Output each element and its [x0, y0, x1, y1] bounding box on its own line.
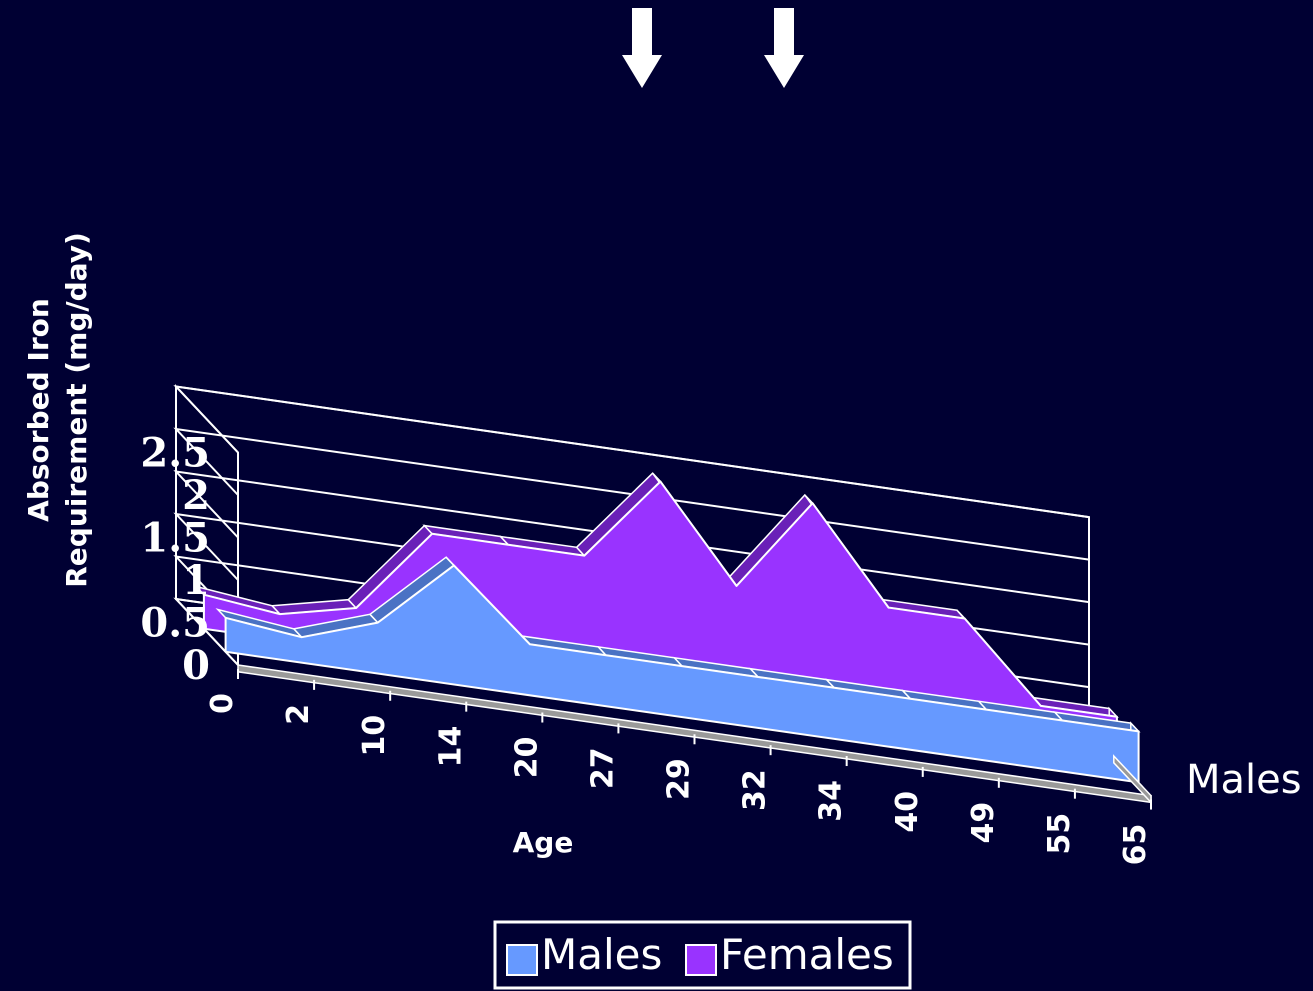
- y-tick-label-2: 1: [182, 557, 210, 604]
- x-tick-label-55: 55: [1042, 813, 1077, 855]
- x-tick-label-0: 0: [205, 693, 240, 714]
- males-area-series: [215, 556, 1141, 785]
- x-tick-label-2: 2: [281, 704, 316, 725]
- gridline-5: [173, 385, 1090, 519]
- y-tick-label-0: 0: [182, 642, 210, 689]
- y-tick-label-5: 2.5: [140, 430, 210, 477]
- x-tick-label-34: 34: [814, 780, 849, 822]
- x-tick-label-14: 14: [433, 726, 468, 768]
- x-axis-title: Age: [513, 826, 574, 859]
- y-tick-label-1: 0.5: [140, 600, 210, 647]
- legend-label-males: Males: [541, 930, 662, 979]
- legend: Males Females: [493, 920, 912, 990]
- x-tick-label-20: 20: [509, 737, 544, 779]
- x-tick-label-27: 27: [585, 747, 620, 789]
- y-axis-title-line-1: Absorbed Iron: [22, 298, 55, 522]
- x-tick-label-65: 65: [1118, 824, 1153, 866]
- y-tick-label-4: 2: [182, 472, 210, 519]
- x-tick-label-40: 40: [890, 791, 925, 833]
- legend-swatch-males: [506, 944, 538, 976]
- depth-axis-label: Males: [1186, 757, 1302, 803]
- legend-swatch-females: [685, 944, 717, 976]
- legend-label-females: Females: [720, 930, 894, 979]
- x-tick-label-29: 29: [662, 758, 697, 800]
- x-tick-label-10: 10: [357, 715, 392, 757]
- arrow-down-icon-29: [622, 8, 662, 88]
- x-tick-label-49: 49: [966, 802, 1001, 844]
- arrow-down-icon-34: [764, 8, 804, 88]
- x-tick-label-32: 32: [738, 769, 773, 811]
- males-front-face: [224, 564, 1140, 784]
- y-axis-title-line-2: Requirement (mg/day): [60, 232, 93, 588]
- y-tick-label-3: 1.5: [140, 515, 210, 562]
